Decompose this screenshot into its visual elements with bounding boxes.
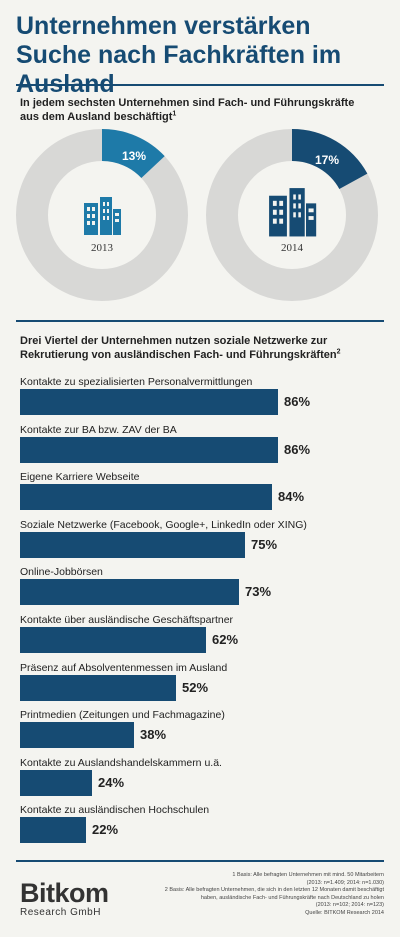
logo-wordmark: Bitkom: [20, 878, 109, 908]
bar: [20, 722, 134, 749]
office-buildings-icon: [84, 197, 121, 235]
bar-category-label: Online-Jobbörsen: [20, 566, 103, 579]
bar: [20, 484, 272, 511]
bar-row: Printmedien (Zeitungen und Fachmagazine)…: [20, 709, 380, 757]
logo-subtitle: Research GmbH: [20, 907, 101, 918]
donut-slice: [291, 129, 368, 190]
bar-value-label: 22%: [92, 822, 119, 838]
bar-row: Soziale Netzwerke (Facebook, Google+, Li…: [20, 519, 380, 567]
bar-value-label: 84%: [278, 489, 305, 505]
bar: [20, 579, 239, 606]
donut-svg: [206, 129, 378, 301]
bar-row: Kontakte zu Auslandshandelskammern u.ä. 2…: [20, 757, 380, 805]
footnote-line: Quelle: BITKOM Research 2014: [305, 909, 384, 916]
bar-category-label: Kontakte über ausländische Geschäftspart…: [20, 613, 234, 626]
footnotes: 1 Basis: Alle befragten Unternehmen mit …: [139, 872, 384, 917]
bar: [20, 389, 278, 415]
bar-category-label: Soziale Netzwerke (Facebook, Google+, Li…: [20, 518, 307, 531]
bar-row: Online-Jobbörsen 73%: [20, 566, 380, 614]
year-label: 2014: [281, 242, 303, 254]
bar-row: Kontakte über ausländische Geschäftspart…: [20, 614, 380, 662]
year-label: 2013: [91, 242, 113, 254]
bar-category-label: Präsenz auf Absolventenmessen im Ausland: [20, 661, 228, 674]
donut-chart-2013: 13% 2013: [12, 125, 192, 305]
page-title: Unternehmen verstärken Suche nach Fachkr…: [16, 12, 342, 98]
horizontal-bar-chart: Kontakte zu spezialisierten Personalverm…: [20, 376, 380, 852]
footnote-line: 2 Basis: Alle befragten Unternehmen, die…: [164, 887, 384, 893]
bar: [20, 626, 206, 653]
footnote-line: 1 Basis: Alle befragten Unternehmen mit …: [232, 872, 384, 878]
pie-data-label: 17%: [315, 153, 340, 167]
bar-value-label: 86%: [284, 394, 311, 409]
bar-category-label: Kontakte zu spezialisierten Personalverm…: [20, 376, 253, 388]
footnote-line: haben, ausländische Fach- und Führungskr…: [200, 894, 384, 901]
bar-category-label: Kontakte zu ausländischen Hochschulen: [20, 804, 210, 817]
bitkom-research-logo: Bitkom Research GmbH: [20, 879, 109, 919]
donut-slice: [101, 129, 165, 179]
bar-value-label: 86%: [284, 441, 311, 457]
section2-subtitle: Drei Viertel der Unternehmen nutzen sozi…: [20, 335, 341, 361]
divider: [16, 860, 384, 862]
footnote-line: (2013: n=102; 2014: n=123): [315, 902, 384, 908]
bar: [20, 674, 176, 701]
footnote-mark: 2: [336, 348, 341, 356]
office-buildings-icon: [269, 188, 317, 237]
bar: [20, 531, 245, 558]
bar-value-label: 75%: [251, 536, 278, 552]
bar-row: Kontakte zu spezialisierten Personalverm…: [20, 376, 380, 424]
section1-subtitle: In jedem sechsten Unternehmen sind Fach-…: [20, 97, 355, 123]
footnote-line: (2013: n=1.409; 2014: n=1.030): [306, 879, 384, 886]
bar-value-label: 24%: [98, 774, 125, 790]
bar-value-label: 52%: [182, 679, 209, 695]
bar: [20, 769, 92, 796]
bar-category-label: Kontakte zur BA bzw. ZAV der BA: [20, 423, 177, 436]
divider: [16, 84, 384, 86]
bar-row: Kontakte zur BA bzw. ZAV der BA 86%: [20, 424, 380, 472]
bar-value-label: 38%: [140, 727, 167, 743]
bar-value-label: 73%: [245, 584, 272, 600]
bar: [20, 817, 86, 844]
bar: [20, 436, 278, 463]
divider: [16, 320, 384, 322]
bar-row: Kontakte zu ausländischen Hochschulen 22%: [20, 804, 380, 852]
donut-svg: [16, 129, 188, 301]
bar-category-label: Kontakte zu Auslandshandelskammern u.ä.: [20, 756, 222, 769]
bar-row: Präsenz auf Absolventenmessen im Ausland…: [20, 662, 380, 710]
donut-chart-2014: 17% 2014: [202, 125, 382, 305]
bar-category-label: Printmedien (Zeitungen und Fachmagazine): [20, 709, 225, 722]
bar-value-label: 62%: [212, 631, 239, 647]
bar-category-label: Eigene Karriere Webseite: [20, 471, 140, 484]
bar-row: Eigene Karriere Webseite 84%: [20, 471, 380, 519]
footnote-mark: 1: [172, 110, 177, 118]
pie-data-label: 13%: [122, 149, 147, 163]
